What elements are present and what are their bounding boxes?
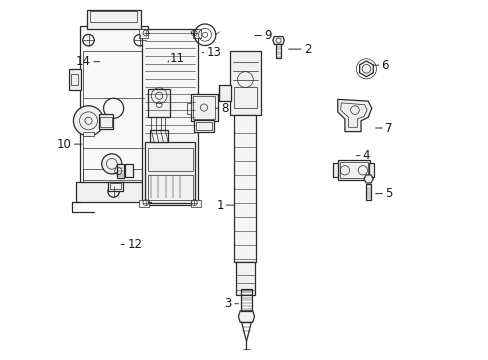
Text: 8: 8 xyxy=(221,102,228,115)
Text: 1: 1 xyxy=(216,199,223,212)
Bar xyxy=(368,163,373,177)
Text: 3: 3 xyxy=(224,297,231,310)
Text: 2: 2 xyxy=(303,42,310,55)
Text: 9: 9 xyxy=(264,29,271,42)
Text: 12: 12 xyxy=(127,238,142,251)
Bar xyxy=(192,30,201,39)
Bar xyxy=(142,30,198,205)
Text: 10: 10 xyxy=(57,138,72,150)
Bar xyxy=(233,87,257,108)
Circle shape xyxy=(102,154,122,174)
Bar xyxy=(83,132,94,136)
Polygon shape xyxy=(337,99,371,132)
Bar xyxy=(333,163,338,177)
Text: 13: 13 xyxy=(206,46,221,59)
Bar xyxy=(337,160,369,180)
Bar xyxy=(148,89,169,117)
Bar xyxy=(190,200,201,207)
Bar xyxy=(83,169,144,184)
Bar xyxy=(145,142,195,203)
Bar xyxy=(196,122,212,130)
Text: 6: 6 xyxy=(381,59,388,72)
Polygon shape xyxy=(272,37,284,44)
Bar xyxy=(230,51,260,116)
Bar xyxy=(147,175,192,200)
Bar xyxy=(139,30,147,39)
Bar xyxy=(117,164,123,178)
Polygon shape xyxy=(238,311,254,322)
Bar xyxy=(365,184,371,200)
Text: 4: 4 xyxy=(362,149,369,162)
Bar xyxy=(100,117,112,127)
Bar xyxy=(187,103,191,114)
Bar xyxy=(234,116,256,262)
Bar xyxy=(275,44,281,58)
Bar xyxy=(86,10,140,30)
Bar xyxy=(190,94,217,121)
Polygon shape xyxy=(359,61,372,77)
Bar xyxy=(83,51,144,180)
Bar xyxy=(80,26,147,184)
Circle shape xyxy=(73,106,103,136)
Text: 7: 7 xyxy=(384,122,392,135)
Bar xyxy=(241,289,251,311)
Text: 5: 5 xyxy=(384,187,392,200)
Bar xyxy=(147,148,192,171)
Bar xyxy=(150,130,168,142)
Bar xyxy=(339,162,367,178)
Bar xyxy=(192,96,215,119)
Polygon shape xyxy=(363,175,372,183)
Bar xyxy=(139,200,149,207)
Bar xyxy=(235,262,255,295)
Bar xyxy=(69,69,81,90)
Bar xyxy=(110,183,121,189)
Bar xyxy=(70,74,78,85)
Bar xyxy=(99,114,113,129)
Bar xyxy=(194,120,214,132)
Text: 11: 11 xyxy=(169,51,184,64)
Bar xyxy=(90,12,137,22)
Bar xyxy=(125,164,133,177)
Bar xyxy=(76,182,151,202)
Bar xyxy=(108,182,122,191)
Bar xyxy=(219,85,230,101)
Text: 14: 14 xyxy=(76,55,91,68)
